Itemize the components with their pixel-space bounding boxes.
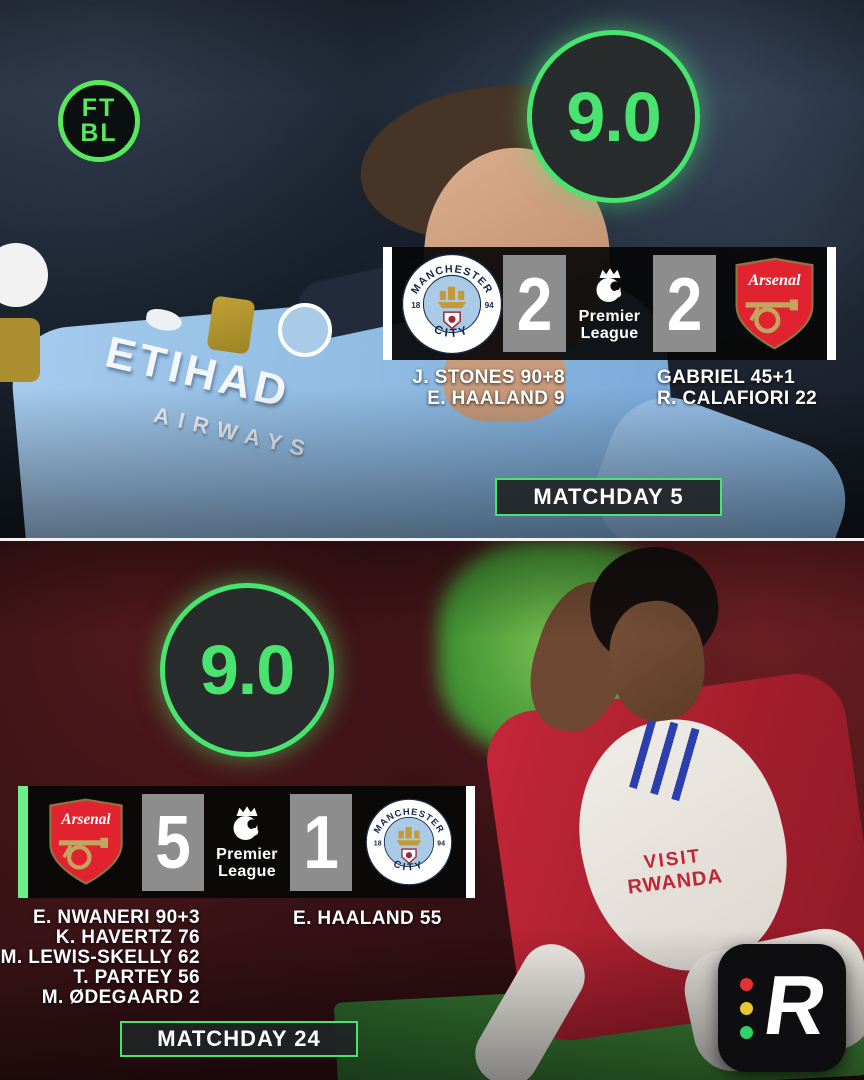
premier-league-name-2: League (218, 863, 276, 880)
match-panel-1: ETIHAD AIRWAYS FT BL 9.0 MANCHESTER (0, 0, 864, 538)
ftbl-logo-line1: FT (81, 94, 117, 122)
matchday-label: MATCHDAY 24 (157, 1026, 321, 1051)
badge-text-city: CITY (432, 322, 469, 339)
premier-league-logo: Premier League (566, 266, 653, 342)
match-panel-2: VISIT RWANDA 9.0 Arsenal 5 (0, 541, 864, 1080)
arsenal-cannon-icon (745, 298, 798, 333)
scorer-line: R. CALAFIORI 22 (657, 388, 818, 409)
rating-value: 9.0 (566, 77, 661, 156)
badge-year-18: 18 (411, 301, 421, 310)
scorer-line: J. STONES 90+8 (412, 367, 565, 388)
matchday-badge-match-2: MATCHDAY 24 (120, 1021, 358, 1057)
r-app-watermark: R (718, 944, 846, 1072)
premier-league-lion-icon (596, 267, 621, 302)
arsenal-cannon-icon (58, 837, 109, 870)
fifa-club-badge (206, 295, 256, 355)
premier-league-lion-icon (233, 806, 259, 840)
away-scorers-match-1: GABRIEL 45+1 R. CALAFIORI 22 (657, 367, 817, 409)
premier-league-name-1: Premier (216, 846, 278, 863)
arsenal-badge: Arsenal (735, 257, 814, 349)
scorer-line: K. HAVERTZ 76 (55, 927, 200, 948)
yellow-dot-icon (740, 1001, 753, 1015)
red-dot-icon (740, 977, 753, 991)
badge-year-18: 18 (374, 841, 382, 848)
scorer-line: M. ØDEGAARD 2 (41, 987, 200, 1008)
away-score: 1 (303, 799, 339, 885)
scorer-line: E. NWANERI 90+3 (32, 907, 200, 928)
sleeve-gold-patch (0, 318, 40, 382)
premier-league-name-2: League (580, 324, 639, 342)
scorer-line: E. HAALAND 55 (293, 908, 442, 929)
matchday-label: MATCHDAY 5 (533, 484, 684, 509)
rating-value: 9.0 (199, 631, 295, 709)
svg-text:CITY: CITY (432, 322, 472, 339)
ftbl-logo: FT BL (58, 80, 140, 162)
away-score-box-match-1: 2 (653, 255, 716, 352)
arsenal-badge: Arsenal (49, 798, 123, 885)
away-score-box-match-2: 1 (290, 793, 352, 891)
badge-rose-icon (448, 315, 456, 323)
ftbl-logo-line2: BL (80, 119, 118, 147)
green-dot-icon (740, 1025, 753, 1039)
rating-badge-match-2: 9.0 (160, 583, 334, 757)
badge-year-94: 94 (437, 841, 445, 848)
arsenal-badge-text: Arsenal (60, 811, 111, 828)
home-score: 5 (155, 799, 191, 885)
away-scorers-match-2: E. HAALAND 55 (293, 908, 442, 929)
scoreboard-match-1: MANCHESTER CITY 18 94 2 (383, 247, 836, 360)
home-score-box-match-1: 2 (503, 255, 566, 352)
scorer-line: M. LEWIS-SKELLY 62 (0, 947, 200, 968)
scoreboard-endbar-right (827, 247, 836, 360)
svg-text:CITY: CITY (392, 859, 427, 874)
home-scorers-match-2: E. NWANERI 90+3 K. HAVERTZ 76 M. LEWIS-S… (1, 908, 200, 1008)
scoreboard-endbar-left-winner (18, 786, 28, 898)
scoreboard-endbar-right (466, 786, 475, 898)
badge-ship-icon (396, 827, 422, 846)
scoreboard-match-2: Arsenal 5 Premier Leag (18, 786, 475, 898)
scorer-line: E. HAALAND 9 (427, 388, 565, 409)
arsenal-badge-text: Arsenal (747, 271, 801, 289)
man-city-badge: MANCHESTER CITY 18 94 (401, 253, 503, 354)
matchday-badge-match-1: MATCHDAY 5 (495, 478, 722, 516)
r-letter: R (758, 957, 833, 1052)
traffic-dots-icon (740, 977, 753, 1039)
rating-badge-match-1: 9.0 (527, 30, 700, 203)
away-score: 2 (666, 261, 703, 346)
premier-league-logo: Premier League (204, 804, 290, 880)
scorer-line: T. PARTEY 56 (73, 967, 200, 988)
scoreboard-endbar-left (383, 247, 392, 360)
premier-league-name-1: Premier (578, 307, 641, 325)
chest-crest (278, 303, 332, 357)
sleeve-premier-league-patch (0, 243, 48, 307)
badge-rose-icon (405, 852, 413, 859)
scorer-line: GABRIEL 45+1 (657, 367, 796, 388)
home-scorers-match-1: J. STONES 90+8 E. HAALAND 9 (412, 367, 565, 409)
badge-text-city: CITY (392, 859, 424, 874)
panel-divider (0, 538, 864, 541)
badge-ship-icon (437, 286, 467, 308)
badge-year-94: 94 (485, 301, 495, 310)
man-city-badge: MANCHESTER CITY 18 94 (365, 798, 453, 886)
home-score: 2 (516, 261, 553, 346)
home-score-box-match-2: 5 (142, 793, 204, 891)
